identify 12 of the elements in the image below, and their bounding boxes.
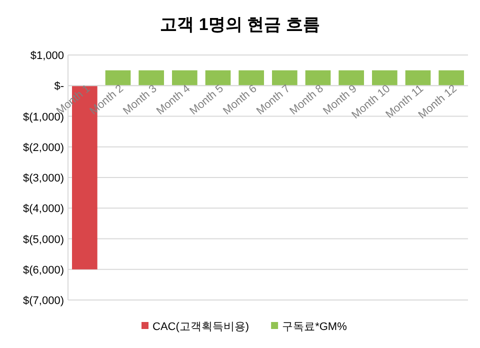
y-tick-label: $(6,000): [23, 264, 64, 276]
legend-label: 구독료*GM%: [282, 321, 348, 333]
y-tick-label: $(3,000): [23, 172, 64, 184]
y-tick-label: $1,000: [30, 50, 64, 62]
y-tick-label: $(5,000): [23, 234, 64, 246]
y-tick-label: $(4,000): [23, 203, 64, 216]
chart-title: 고객 1명의 현금 흐름: [160, 15, 320, 34]
y-tick-label: $(2,000): [23, 142, 64, 154]
y-tick-label: $-: [54, 80, 64, 93]
y-tick-label: $(1,000): [23, 111, 64, 124]
y-tick-label: $(7,000): [23, 295, 64, 307]
legend-label: CAC(고객획득비용): [152, 321, 250, 333]
